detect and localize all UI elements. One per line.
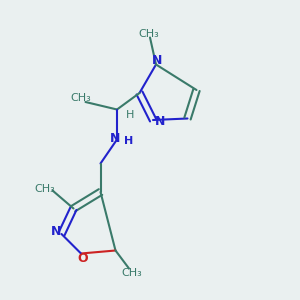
Text: CH₃: CH₃ xyxy=(138,29,159,39)
Text: H: H xyxy=(125,110,134,120)
Text: N: N xyxy=(51,225,61,238)
Text: CH₃: CH₃ xyxy=(122,268,142,278)
Text: H: H xyxy=(124,136,134,146)
Text: CH₃: CH₃ xyxy=(34,184,56,194)
Text: O: O xyxy=(77,251,88,265)
Text: N: N xyxy=(152,54,163,68)
Text: CH₃: CH₃ xyxy=(70,93,92,103)
Text: N: N xyxy=(110,131,121,145)
Text: N: N xyxy=(155,115,166,128)
